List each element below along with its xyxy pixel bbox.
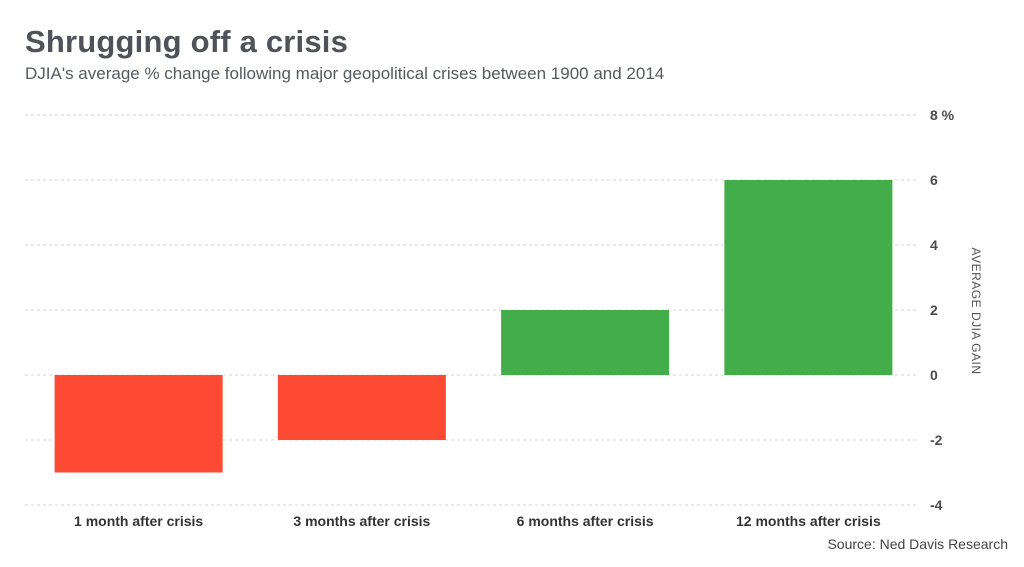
- x-category-label: 12 months after crisis: [736, 513, 881, 529]
- x-category-label: 1 month after crisis: [74, 513, 203, 529]
- bar: [501, 310, 670, 375]
- y-tick-label: -4: [930, 497, 943, 513]
- chart-title: Shrugging off a crisis: [25, 24, 349, 59]
- bars: [54, 180, 893, 473]
- y-axis-ticks: -4 -2 0 2 4 6 8 %: [930, 107, 955, 513]
- x-axis-categories: 1 month after crisis 3 months after crisi…: [74, 513, 881, 529]
- bar: [724, 180, 893, 375]
- y-tick-label: 6: [930, 172, 938, 188]
- x-category-label: 3 months after crisis: [293, 513, 430, 529]
- y-axis-label: AVERAGE DJIA GAIN: [969, 248, 983, 375]
- source-note: Source: Ned Davis Research: [827, 536, 1008, 552]
- y-tick-label: 2: [930, 302, 938, 318]
- bar: [277, 375, 446, 440]
- chart-subtitle: DJIA's average % change following major …: [25, 64, 665, 83]
- bar: [54, 375, 223, 473]
- x-category-label: 6 months after crisis: [517, 513, 654, 529]
- y-tick-label: 4: [930, 237, 938, 253]
- y-tick-label: -2: [930, 432, 943, 448]
- y-tick-label: 0: [930, 367, 938, 383]
- y-tick-label: 8 %: [930, 107, 955, 123]
